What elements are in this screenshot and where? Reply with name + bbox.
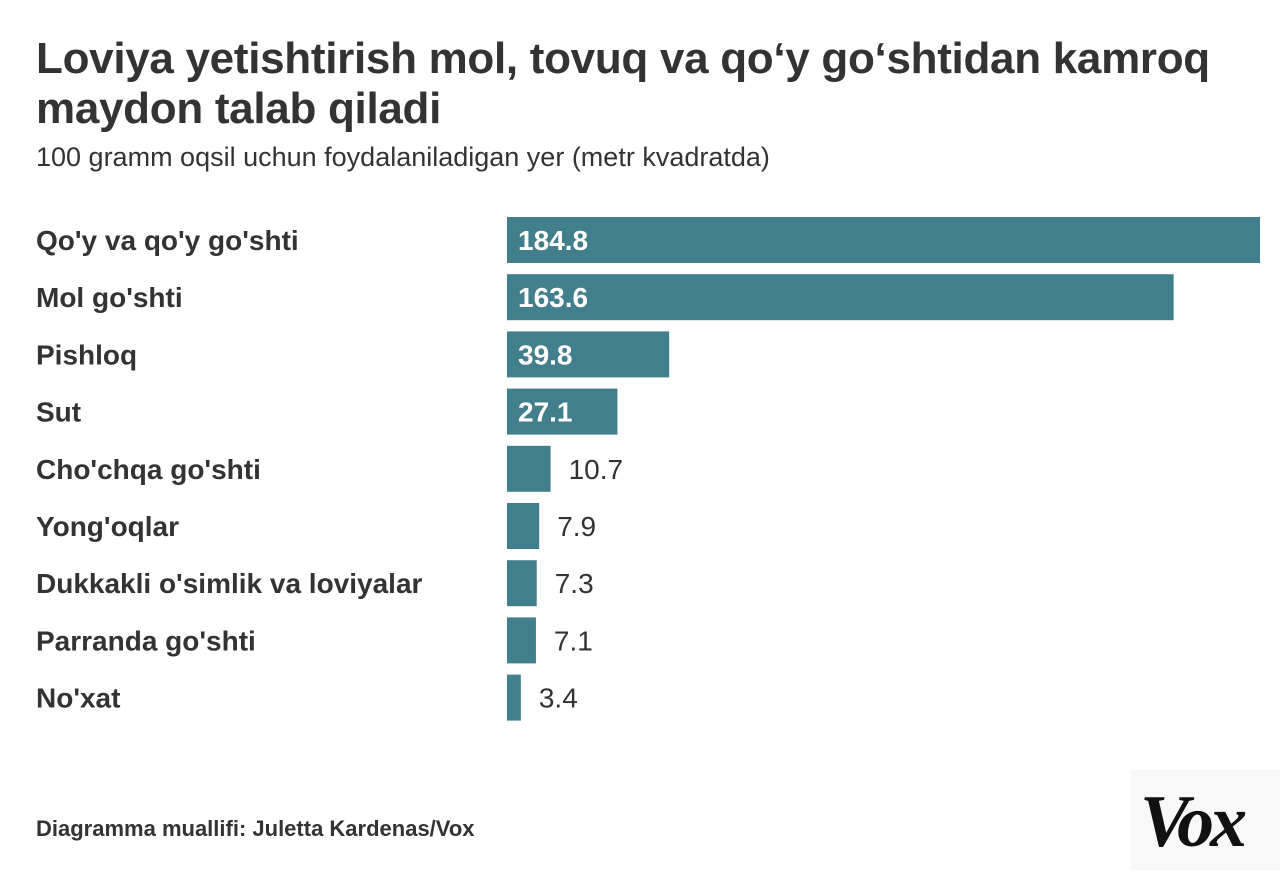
bar-value-label: 3.4 [539,683,578,714]
category-label: Parranda go'shti [36,625,256,656]
category-label: Qo'y va qo'y go'shti [36,225,299,256]
bar [507,674,521,721]
bar [507,445,551,492]
chart-credit: Diagramma muallifi: Juletta Kardenas/Vox [36,816,475,841]
bar-value-label: 163.6 [518,282,588,313]
bar [507,331,670,378]
bar [507,217,1260,263]
chart-title: Loviya yetishtirish mol, tovuq va qo‘y g… [36,34,1210,133]
bar [507,560,537,607]
bar-value-label: 10.7 [569,454,624,485]
bar [507,617,536,664]
chart-subtitle: 100 gramm oqsil uchun foydalaniladigan y… [36,142,770,172]
category-label: No'xat [36,683,120,714]
category-label: Mol go'shti [36,282,183,313]
bar-value-label: 7.1 [554,625,593,656]
bar [507,388,618,435]
bar [507,274,1174,321]
category-label: Yong'oqlar [36,511,179,542]
bar-value-label: 184.8 [518,225,588,256]
category-label: Sut [36,397,81,428]
category-label: Pishloq [36,339,137,370]
bar-value-label: 39.8 [518,339,573,370]
bar-value-label: 7.9 [557,511,596,542]
bar [507,503,540,549]
bar-value-label: 7.3 [555,568,594,599]
category-label: Cho'chqa go'shti [36,454,261,485]
bar-value-label: 27.1 [518,397,573,428]
category-label: Dukkakli o'simlik va loviyalar [36,568,423,599]
vox-logo-text: Vox [1140,781,1247,863]
vox-logo: Vox [1130,770,1280,870]
